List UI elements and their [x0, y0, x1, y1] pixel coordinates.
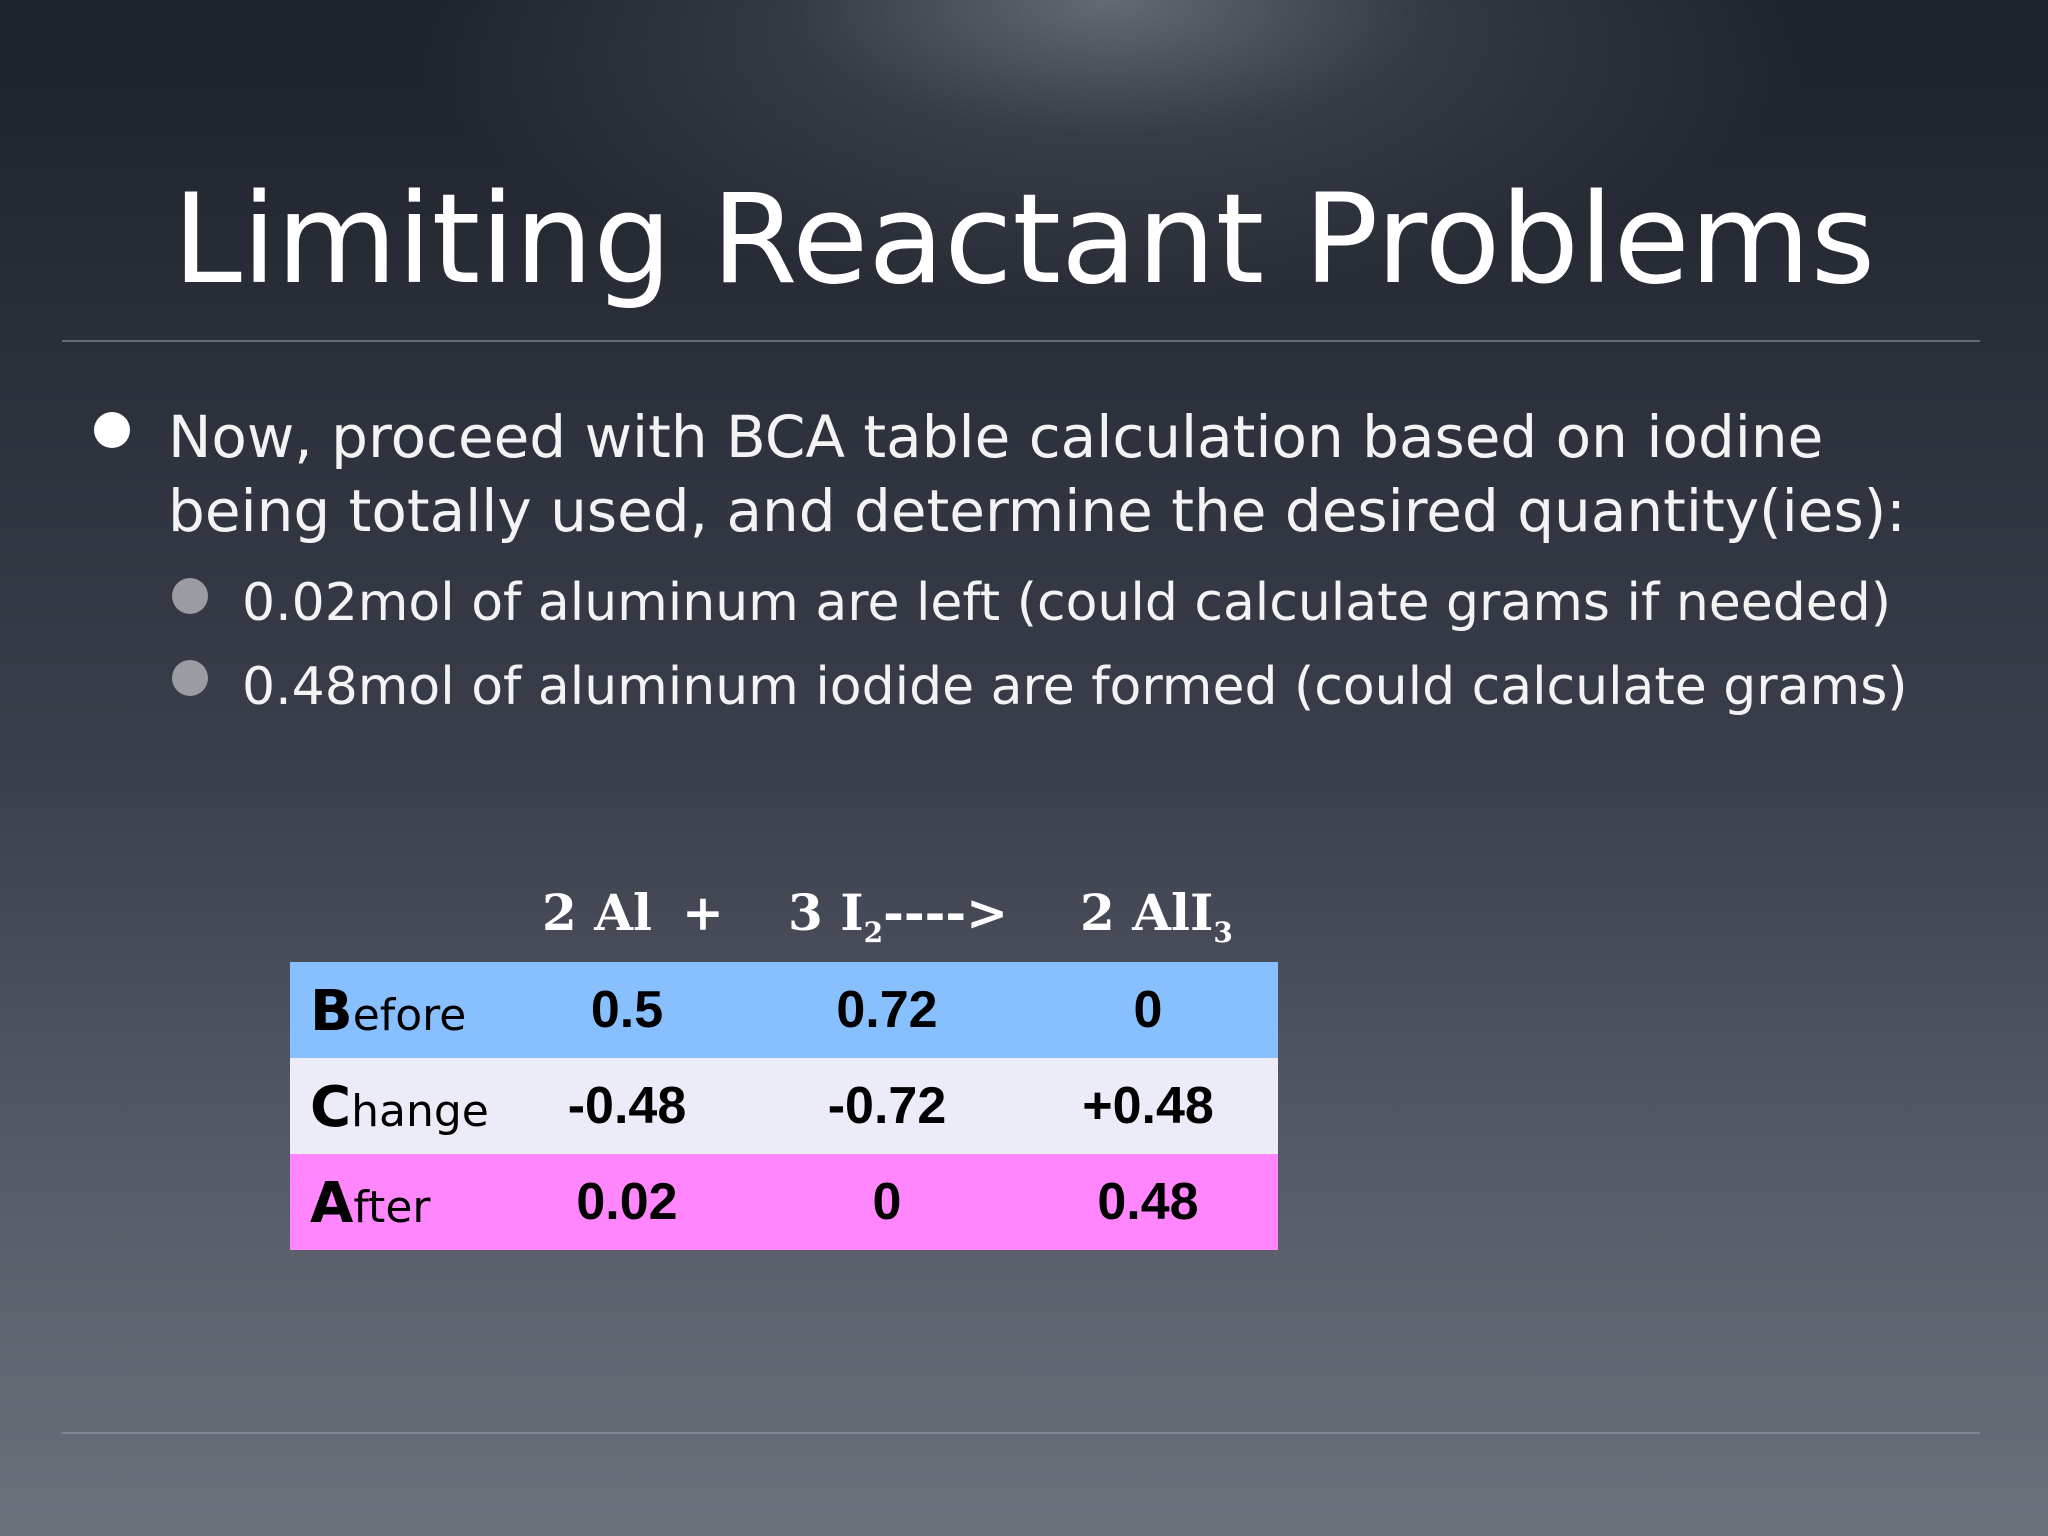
iodine-subscript: 2 — [863, 916, 884, 949]
row-label-initial: A — [310, 1171, 354, 1236]
top-divider — [62, 340, 1980, 342]
sub-bullet-dot-icon — [172, 660, 208, 696]
table-row-change: Change -0.48 -0.72 +0.48 — [290, 1058, 1278, 1154]
row-label-initial: C — [310, 1075, 352, 1140]
equation-reactant-iodine: 3 I2----> — [788, 878, 1008, 948]
row-label-after: After — [310, 1154, 430, 1250]
table-row-before: Before 0.5 0.72 0 — [290, 962, 1278, 1058]
iodine-coefficient: 3 I — [788, 883, 864, 942]
equation-plus: + — [682, 883, 724, 942]
table-cell: 0.02 — [576, 1173, 678, 1231]
row-label-rest: efore — [352, 990, 467, 1041]
sub-bullet-text-1: 0.02mol of aluminum are left (could calc… — [242, 573, 1892, 633]
table-cell: +0.48 — [1082, 1077, 1214, 1135]
main-bullet-text: Now, proceed with BCA table calculation … — [168, 403, 1906, 545]
equation-product: 2 AlI3 — [1080, 878, 1233, 948]
table-row-after: After 0.02 0 0.48 — [290, 1154, 1278, 1250]
row-label-change: Change — [310, 1058, 489, 1154]
table-cell: 0 — [872, 1173, 902, 1231]
row-label-rest: fter — [353, 1182, 431, 1233]
equation-reactant-al: 2 Al — [542, 883, 652, 942]
product-formula: 2 AlI — [1080, 883, 1214, 942]
bottom-divider — [62, 1432, 1980, 1434]
table-cell: -0.48 — [567, 1077, 687, 1135]
slide-title: Limiting Reactant Problems — [172, 168, 1876, 312]
table-cell: 0.48 — [1097, 1173, 1199, 1231]
row-label-rest: hange — [351, 1086, 489, 1137]
reaction-arrow: ----> — [883, 883, 1008, 942]
sub-bullet-text-2: 0.48mol of aluminum iodide are formed (c… — [242, 657, 1908, 717]
sub-bullet-dot-icon — [172, 578, 208, 614]
bca-table: Before 0.5 0.72 0 Change -0.48 -0.72 +0.… — [290, 962, 1278, 1250]
row-label-before: Before — [310, 962, 466, 1058]
bullet-dot-icon — [94, 412, 130, 448]
product-subscript: 3 — [1213, 916, 1233, 949]
table-cell: 0 — [1133, 981, 1163, 1039]
table-cell: 0.5 — [590, 981, 664, 1039]
row-label-initial: B — [310, 979, 353, 1044]
table-cell: -0.72 — [827, 1077, 947, 1135]
table-cell: 0.72 — [836, 981, 938, 1039]
